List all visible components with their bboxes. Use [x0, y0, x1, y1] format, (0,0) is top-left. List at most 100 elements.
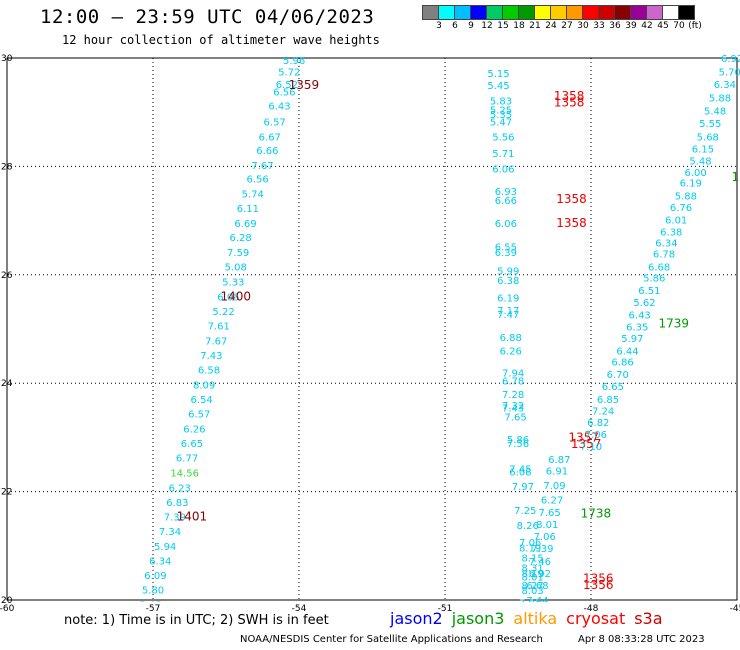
chart-title: 12:00 – 23:59 UTC 04/06/2023 — [40, 6, 375, 28]
wave-height-value: 5.91 — [132, 629, 154, 640]
color-legend-label: 36 — [609, 21, 621, 31]
wave-height-value: 7.06 — [519, 538, 541, 549]
wave-height-value: 7.17 — [497, 306, 519, 317]
color-legend-label: 12 — [481, 21, 493, 31]
wave-height-value: 8.26 — [517, 521, 539, 532]
wave-height-value: 5.83 — [490, 96, 512, 107]
pass-time-label: 1356 — [583, 578, 614, 592]
color-legend-label: (ft) — [688, 21, 702, 31]
wave-height-value: 6.68 — [648, 263, 670, 274]
wave-height-value: 6.92 — [721, 54, 740, 65]
wave-height-value: 6.66 — [495, 196, 517, 207]
wave-height-value: 8.27 — [521, 581, 543, 592]
wave-height-value: 6.66 — [256, 146, 278, 157]
satellite-label: jason2 — [390, 609, 443, 628]
wave-height-value: 6.09 — [144, 571, 166, 582]
wave-height-value: 5.35 — [490, 110, 512, 121]
wave-height-value: 6.08 — [509, 468, 531, 479]
wave-height-value: 7.61 — [208, 322, 230, 333]
wave-height-value: 6.27 — [541, 496, 563, 507]
wave-height-value: 7.09 — [543, 481, 565, 492]
wave-height-value: 6.01 — [665, 216, 687, 227]
color-legend-label: 9 — [468, 21, 474, 31]
wave-height-value: 6.56 — [247, 174, 269, 185]
wave-height-value: 5.71 — [492, 149, 514, 160]
wave-height-value: 7.46 — [529, 557, 551, 568]
wave-height-value: 5.48 — [689, 156, 711, 167]
wave-height-value: 6.58 — [198, 366, 220, 377]
wave-height-value: 5.97 — [621, 334, 643, 345]
x-tick-label: -51 — [438, 604, 453, 614]
wave-height-value: 5.48 — [704, 107, 726, 118]
wave-height-value: 6.26 — [500, 347, 522, 358]
pass-time-label: 1358 — [554, 95, 585, 109]
wave-height-value: 6.06 — [492, 165, 514, 176]
color-legend-label: 3 — [436, 21, 442, 31]
wave-height-value: 5.47 — [490, 117, 512, 128]
wave-height-value: 7.67 — [251, 161, 273, 172]
wave-height-value: 5.45 — [487, 81, 509, 92]
x-tick-label: -60 — [0, 604, 15, 614]
wave-height-value: 6.87 — [548, 455, 570, 466]
color-legend-label: 27 — [561, 21, 573, 31]
wave-height-value: 8.01 — [536, 520, 558, 531]
wave-height-value: 5.74 — [242, 190, 264, 201]
wave-height-value: 8.15 — [521, 554, 543, 565]
wave-height-value: 7.59 — [227, 248, 249, 259]
wave-height-value: 5.86 — [507, 435, 529, 446]
wave-height-value: 8.01 — [521, 573, 543, 584]
x-tick-label: -48 — [584, 604, 599, 614]
wave-height-value: 6.78 — [653, 250, 675, 261]
wave-height-value: 5.08 — [225, 263, 247, 274]
wave-height-value: 5.55 — [699, 119, 721, 130]
wave-height-value: 7.81 — [519, 599, 541, 610]
wave-height-value: 6.51 — [638, 286, 660, 297]
wave-height-value: 6.93 — [495, 187, 517, 198]
wave-height-value: 6.65 — [181, 439, 203, 450]
wave-height-value: 7.39 — [164, 513, 186, 524]
wave-height-value: 6.56 — [273, 88, 295, 99]
pass-time-label: 1358 — [556, 192, 587, 206]
y-tick-label: 24 — [1, 379, 13, 389]
pass-time-label: 1356 — [583, 571, 614, 585]
wave-height-value: 7.24 — [592, 406, 614, 417]
wave-height-value: 6.82 — [587, 418, 609, 429]
color-legend-label: 24 — [545, 21, 557, 31]
x-tick-label: -57 — [146, 604, 161, 614]
wave-height-value: 5.33 — [222, 277, 244, 288]
wave-height-value: 7.94 — [502, 368, 524, 379]
wave-height-value: 6.65 — [602, 382, 624, 393]
plot-frame — [6, 57, 738, 601]
wave-height-value: 6.54 — [191, 395, 213, 406]
wave-height-value: 5.88 — [709, 94, 731, 105]
color-legend — [422, 5, 695, 20]
wave-height-value: 7.97 — [512, 482, 534, 493]
satellite-label: altika — [513, 609, 558, 628]
footnote: note: 1) Time is in UTC; 2) SWH is in fe… — [64, 613, 329, 628]
wave-height-value: 6.57 — [188, 410, 210, 421]
wave-height-value: 6.70 — [607, 370, 629, 381]
wave-height-value: 8.19 — [521, 569, 543, 580]
wave-height-value: 5.84 — [127, 644, 149, 650]
wave-height-value: 6.43 — [629, 310, 651, 321]
wave-height-value: 7.25 — [514, 506, 536, 517]
pass-time-label: 1401 — [177, 510, 208, 524]
wave-height-value: 6.85 — [597, 395, 619, 406]
wave-height-value: 6.76 — [670, 203, 692, 214]
x-tick-label: -54 — [292, 604, 307, 614]
y-tick-label: 26 — [1, 271, 13, 281]
pass-time-label: 1359 — [289, 78, 320, 92]
y-tick-label: 28 — [1, 162, 13, 172]
color-legend-label: 18 — [513, 21, 525, 31]
chart-subtitle: 12 hour collection of altimeter wave hei… — [62, 33, 380, 47]
wave-height-value: 5.88 — [675, 192, 697, 203]
wave-height-value: 6.26 — [183, 425, 205, 436]
wave-height-value: 6.38 — [497, 276, 519, 287]
wave-height-value: 6.44 — [616, 347, 638, 358]
wave-height-value: 14.56 — [170, 469, 199, 480]
color-legend-label: 21 — [529, 21, 541, 31]
wave-height-value: 8.09 — [193, 380, 215, 391]
wave-height-value: 7.44 — [526, 596, 548, 607]
wave-height-value: 7.32 — [502, 401, 524, 412]
wave-height-value: 5.86 — [643, 274, 665, 285]
